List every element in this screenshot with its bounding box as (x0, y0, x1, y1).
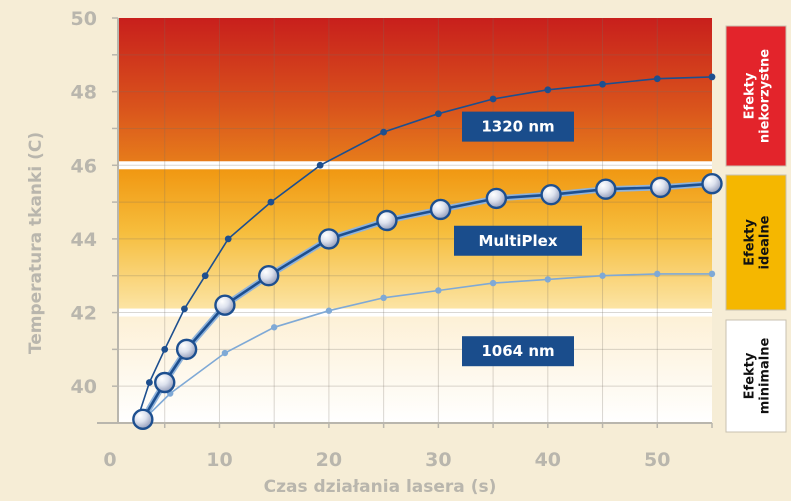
y-tick-label: 42 (71, 303, 97, 325)
zone-separator (118, 161, 712, 170)
zone-legend-box (725, 25, 787, 167)
y-tick-label: 50 (71, 8, 97, 30)
data-point-1320nm (181, 305, 188, 313)
data-point-multiplex (485, 187, 508, 210)
series-tag-box (462, 336, 574, 367)
series-line-1064nm (143, 273, 712, 420)
data-point-1320nm (161, 345, 169, 353)
axes-layer (97, 17, 713, 428)
data-point-1320nm (599, 80, 606, 88)
data-point-1320nm (434, 110, 442, 118)
y-axis-title: Temperatura tkanki (C) (26, 132, 46, 354)
zone-legend-label-line: Efekty (743, 219, 758, 266)
zone-legend-label-line: minimalne (758, 338, 773, 415)
data-point-multiplex (701, 172, 723, 195)
data-point-1064nm (325, 307, 333, 314)
data-point-1064nm (599, 272, 606, 279)
y-tick-label: 46 (71, 155, 97, 177)
series-tag-box (462, 111, 574, 142)
data-point-1064nm (544, 276, 552, 283)
series-layer (132, 73, 723, 431)
data-point-1320nm (544, 86, 552, 94)
data-point-1320nm (146, 379, 153, 386)
data-point-multiplex (649, 176, 672, 199)
data-point-multiplex (429, 198, 452, 221)
zone-separator (118, 308, 712, 317)
zone-legend-box (725, 319, 787, 433)
data-point-multiplex (376, 209, 398, 232)
series-tag-label: 1064 nm (481, 342, 554, 360)
data-point-1064nm (435, 287, 442, 294)
data-point-1064nm (221, 349, 229, 357)
x-axis-title: Czas działania lasera (s) (264, 477, 497, 497)
zone-legend-label-line: idealne (758, 215, 773, 269)
data-point-1320nm (653, 75, 661, 83)
zone-band (118, 312, 712, 423)
zone-legend-label-line: Efekty (743, 72, 758, 119)
data-point-1320nm (489, 95, 497, 103)
tick-labels-layer: 0 10 20 30 40 50 40 42 44 46 48 50 (71, 8, 671, 471)
zone-legend-label: Efektyniekorzystne (743, 49, 773, 143)
data-point-multiplex (540, 184, 562, 206)
x-tick-label: 40 (535, 449, 561, 471)
data-point-1320nm (316, 161, 324, 169)
data-point-multiplex (318, 228, 340, 250)
zone-legend-label: Efektyminimalne (743, 338, 773, 415)
data-point-1064nm (708, 270, 716, 278)
data-point-1320nm (708, 73, 716, 81)
data-point-1320nm (380, 128, 388, 136)
series-tag-label: MultiPlex (478, 232, 557, 250)
data-point-1064nm (489, 279, 497, 287)
y-tick-label: 48 (71, 82, 97, 104)
zone-band (118, 18, 712, 166)
data-point-1064nm (380, 294, 387, 302)
zone-legend-label: Efektyidealne (743, 215, 773, 269)
x-tick-label: 10 (206, 449, 232, 471)
data-point-1320nm (267, 198, 275, 206)
x-tick-label: 50 (644, 449, 670, 471)
series-tags-layer: 1320 nm MultiPlex 1064 nm (454, 111, 582, 367)
zone-legend-box (725, 174, 787, 311)
zone-legend-layer: EfektyniekorzystneEfektyidealneEfektymin… (725, 25, 787, 433)
data-point-multiplex (595, 178, 617, 200)
data-point-1320nm (201, 272, 209, 280)
data-point-1064nm (270, 324, 278, 331)
y-tick-label: 40 (71, 376, 97, 398)
zone-legend-label-line: niekorzystne (758, 49, 773, 143)
series-tag-box (454, 225, 582, 256)
data-point-multiplex (132, 408, 154, 431)
data-point-multiplex (175, 338, 198, 361)
x-tick-label: 0 (103, 449, 116, 471)
data-point-1320nm (224, 235, 232, 243)
x-tick-label: 20 (316, 449, 342, 471)
x-tick-label: 30 (425, 449, 451, 471)
data-point-multiplex (258, 265, 280, 287)
data-point-1064nm (654, 270, 661, 278)
series-tag-label: 1320 nm (481, 118, 554, 136)
data-point-multiplex (214, 294, 236, 316)
zone-legend-label-line: Efekty (743, 352, 758, 399)
y-tick-label: 44 (71, 229, 97, 251)
data-point-multiplex (154, 371, 176, 394)
zones-layer (118, 18, 712, 423)
